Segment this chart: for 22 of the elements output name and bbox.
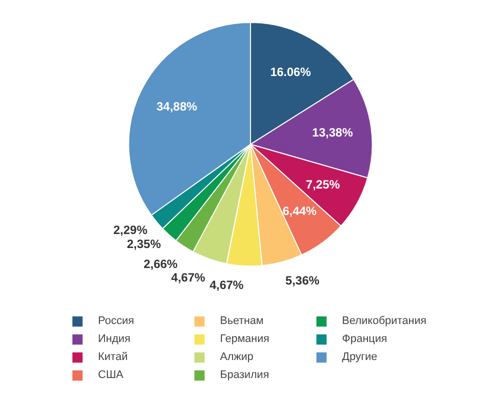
data-label: 2,29% <box>113 222 148 237</box>
data-label: 34,88% <box>156 99 198 114</box>
data-label: 16.06% <box>270 64 312 79</box>
data-label: 4,67% <box>171 270 206 284</box>
legend-label: Алжир <box>220 351 254 363</box>
legend-label: Бразилия <box>220 369 270 381</box>
data-label: 6,44% <box>282 204 317 218</box>
legend-label: Вьетнам <box>220 315 265 327</box>
data-label: 7,25% <box>306 178 340 192</box>
data-label: 2,35% <box>126 236 162 251</box>
legend-label: Великобритания <box>342 315 428 327</box>
data-label: 4,67% <box>210 278 244 292</box>
legend-label: Россия <box>98 315 136 327</box>
legend-label: Франция <box>342 333 388 345</box>
data-label: 5,36% <box>285 274 320 288</box>
legend-label: Германия <box>220 333 270 345</box>
data-label: 2,66% <box>144 256 178 271</box>
legend-label: Индия <box>98 333 132 345</box>
data-label: 13,38% <box>312 126 354 140</box>
legend-label: Другие <box>342 351 378 363</box>
legend-label: Китай <box>98 351 129 363</box>
legend-label: США <box>98 369 124 381</box>
